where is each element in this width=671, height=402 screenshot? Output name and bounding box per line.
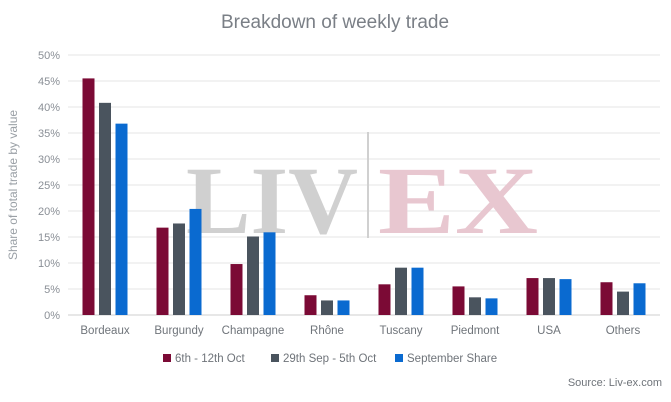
bar <box>378 284 391 315</box>
bar <box>247 236 259 315</box>
x-category-label: Bordeaux <box>80 325 129 337</box>
legend-label: 6th - 12th Oct <box>175 353 245 365</box>
x-category-labels: Bordeaux Burgundy Champagne Rhône Tuscany Pie… <box>80 325 640 337</box>
source-note: Source: Liv-ex.com <box>568 377 662 389</box>
x-category-label: Rhône <box>310 325 344 337</box>
y-tick-label: 15% <box>38 232 60 244</box>
x-category-label: Champagne <box>222 325 285 337</box>
legend-label: 29th Sep - 5th Oct <box>283 353 377 365</box>
bar <box>600 282 613 315</box>
y-tick-label: 10% <box>38 258 60 270</box>
y-tick-label: 20% <box>38 206 60 218</box>
bar <box>230 264 243 315</box>
bar <box>633 283 646 315</box>
bar <box>173 223 185 315</box>
bar <box>115 123 128 315</box>
y-tick-label: 25% <box>38 180 60 192</box>
bar <box>337 300 350 315</box>
watermark-divider <box>367 132 369 238</box>
chart-title: Breakdown of weekly trade <box>221 12 449 33</box>
bar <box>304 295 317 315</box>
bar <box>452 286 465 315</box>
legend-swatch <box>395 354 403 362</box>
bar <box>263 232 276 315</box>
x-category-label: Burgundy <box>154 325 203 337</box>
bars <box>82 78 646 316</box>
y-tick-label: 0% <box>44 310 60 322</box>
liv-ex-watermark: LIV EX <box>186 132 538 254</box>
y-tick-label: 50% <box>38 50 60 62</box>
bar <box>189 208 202 315</box>
bar <box>411 267 424 315</box>
bar <box>617 291 629 315</box>
y-tick-label: 45% <box>38 76 60 88</box>
y-tick-label: 40% <box>38 102 60 114</box>
bar <box>543 278 555 315</box>
watermark-ex: EX <box>378 147 538 254</box>
bar <box>526 278 539 315</box>
bar <box>156 227 169 315</box>
y-tick-label: 5% <box>44 284 60 296</box>
x-category-label: Others <box>606 325 641 337</box>
bar <box>485 298 498 315</box>
legend-swatch <box>163 354 171 362</box>
legend: 6th - 12th Oct 29th Sep - 5th Oct Septembe… <box>163 353 497 365</box>
legend-label: September Share <box>407 353 497 365</box>
x-category-label: USA <box>537 325 561 337</box>
legend-swatch <box>271 354 279 362</box>
x-category-label: Piedmont <box>451 325 500 337</box>
y-tick-label: 35% <box>38 128 60 140</box>
bar <box>469 297 481 315</box>
bar <box>82 78 95 316</box>
y-tick-labels: 0% 5% 10% 15% 20% 25% 30% 35% 40% 45% 50% <box>38 50 60 322</box>
y-tick-label: 30% <box>38 154 60 166</box>
bar <box>99 102 111 315</box>
x-category-label: Tuscany <box>379 325 422 337</box>
bar <box>559 279 572 315</box>
bar <box>395 267 407 315</box>
y-axis-label: Share of total trade by value <box>6 110 20 260</box>
bar <box>321 300 333 315</box>
